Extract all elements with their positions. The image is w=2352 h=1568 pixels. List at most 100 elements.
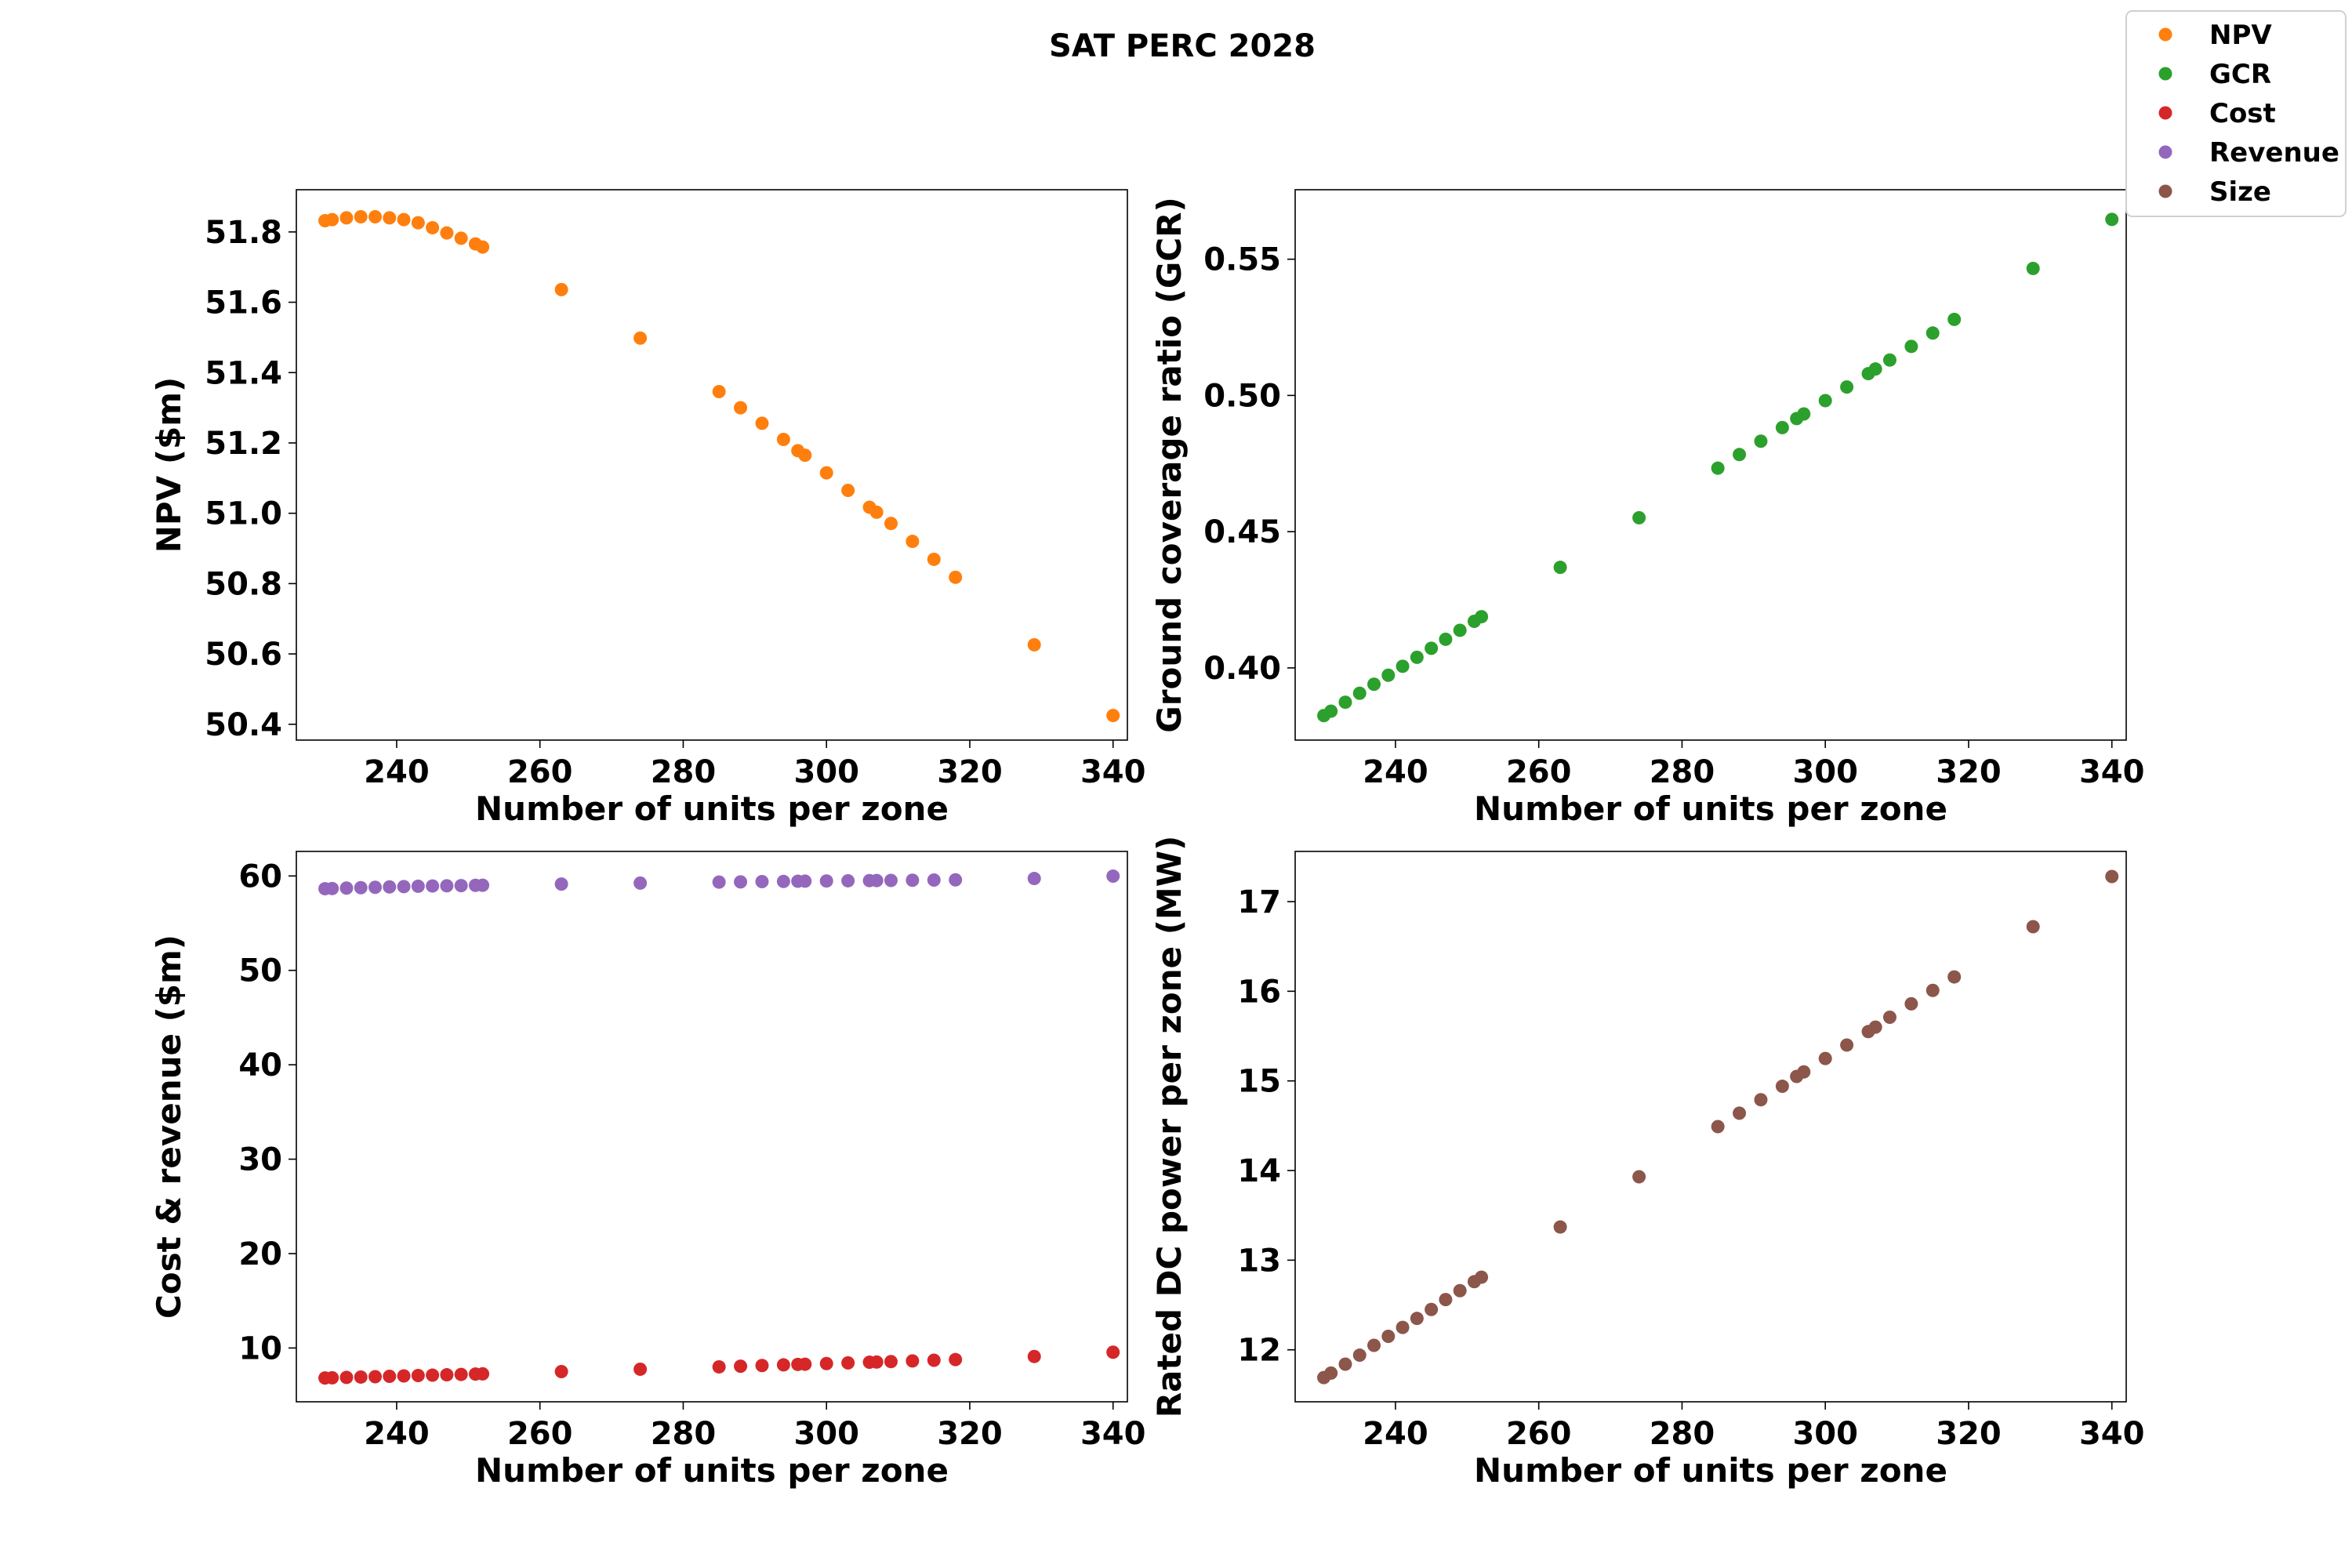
x-tick-label: 300 — [1792, 1416, 1858, 1452]
data-point — [906, 535, 920, 549]
data-point — [1352, 1348, 1367, 1363]
x-tick-label: 280 — [1650, 1416, 1715, 1452]
data-point — [869, 1355, 884, 1369]
data-point — [1926, 983, 1940, 997]
data-point — [1106, 709, 1120, 723]
data-point — [1106, 869, 1120, 884]
y-tick-label: 15 — [1237, 1064, 1281, 1100]
x-tick-label: 300 — [1792, 754, 1858, 790]
y-tick-label: 50 — [238, 953, 282, 989]
data-point — [949, 1352, 963, 1367]
data-point — [949, 873, 963, 887]
data-point — [368, 1370, 383, 1384]
data-point — [411, 879, 425, 893]
data-point — [1632, 1170, 1646, 1184]
x-tick-label: 280 — [651, 754, 717, 790]
data-point — [712, 875, 726, 889]
y-tick-label: 16 — [1237, 974, 1281, 1010]
legend-marker — [2158, 106, 2172, 120]
data-point — [712, 1359, 726, 1374]
plot-frame — [296, 851, 1128, 1403]
y-tick-label: 40 — [238, 1047, 282, 1083]
data-point — [426, 220, 440, 234]
legend-marker — [2158, 184, 2172, 198]
data-point — [397, 880, 411, 894]
data-point — [927, 552, 941, 566]
series-gcr — [1317, 212, 2119, 723]
subplot-npv: 240 260 280 300 320 340 50.4 50.6 50.8 51.0 51.2 51… — [150, 189, 1146, 828]
data-point — [454, 879, 468, 893]
y-tick-label: 50.8 — [205, 566, 282, 602]
data-point — [633, 1362, 648, 1376]
y-tick-label: 20 — [238, 1236, 282, 1272]
data-point — [476, 1367, 490, 1381]
data-point — [554, 877, 568, 891]
data-point — [1904, 996, 1918, 1011]
data-point — [1453, 623, 1467, 637]
data-point — [1439, 632, 1453, 646]
data-point — [1733, 448, 1747, 462]
data-point — [1324, 704, 1338, 718]
y-tick-label: 50.4 — [205, 707, 282, 743]
data-point — [1754, 1093, 1768, 1107]
data-point — [1818, 394, 1832, 408]
data-point — [869, 505, 884, 519]
data-point — [1947, 312, 1962, 326]
data-point — [798, 1357, 812, 1371]
y-tick-label: 51.4 — [205, 355, 282, 391]
y-tick-label: 0.50 — [1203, 378, 1281, 414]
plot-frame — [1294, 189, 2127, 741]
data-point — [869, 873, 884, 887]
data-point — [1381, 1330, 1396, 1344]
data-point — [819, 1356, 833, 1370]
y-tick-label: 0.55 — [1203, 242, 1281, 278]
y-tick-label: 0.40 — [1203, 651, 1281, 687]
y-axis-label: NPV ($m) — [150, 377, 188, 553]
data-point — [1381, 668, 1396, 682]
data-point — [906, 873, 920, 887]
data-point — [1106, 1345, 1120, 1359]
data-point — [1553, 561, 1567, 575]
x-tick-label: 340 — [1080, 1416, 1146, 1452]
x-axis-label: Number of units per zone — [1474, 1451, 1947, 1490]
subplot-size: 240 260 280 300 320 340 12 13 14 15 16 17 Number of … — [1150, 836, 2144, 1490]
data-point — [1396, 1320, 1410, 1334]
x-tick-label: 280 — [1650, 754, 1715, 790]
x-tick-label: 260 — [1506, 754, 1572, 790]
data-point — [755, 416, 769, 430]
y-tick-label: 50.6 — [205, 637, 282, 673]
data-point — [734, 401, 748, 415]
data-point — [633, 331, 648, 345]
x-tick-label: 240 — [364, 1416, 430, 1452]
data-point — [755, 1359, 769, 1373]
x-tick-label: 320 — [937, 1416, 1003, 1452]
data-point — [1882, 1011, 1896, 1025]
data-point — [397, 1369, 411, 1383]
x-tick-label: 260 — [507, 1416, 573, 1452]
data-point — [1352, 686, 1367, 700]
data-point — [1775, 420, 1789, 434]
x-tick-label: 240 — [364, 754, 430, 790]
data-point — [884, 873, 898, 887]
data-point — [554, 282, 568, 296]
legend-label: Size — [2209, 176, 2271, 208]
data-point — [1367, 1338, 1381, 1352]
data-point — [1882, 353, 1896, 367]
data-point — [776, 432, 790, 446]
legend-frame — [2125, 10, 2347, 217]
figure-title: SAT PERC 2028 — [1049, 28, 1316, 64]
y-tick-label: 0.45 — [1203, 514, 1281, 550]
x-tick-label: 340 — [1080, 754, 1146, 790]
data-point — [884, 517, 898, 531]
plot-frame — [296, 189, 1128, 741]
data-point — [354, 210, 368, 224]
y-tick-label: 30 — [238, 1142, 282, 1178]
legend-label: Revenue — [2209, 137, 2339, 169]
y-tick-label: 51.8 — [205, 215, 282, 251]
x-tick-label: 260 — [507, 754, 573, 790]
data-point — [368, 210, 383, 224]
data-point — [1439, 1293, 1453, 1307]
data-point — [476, 878, 490, 892]
